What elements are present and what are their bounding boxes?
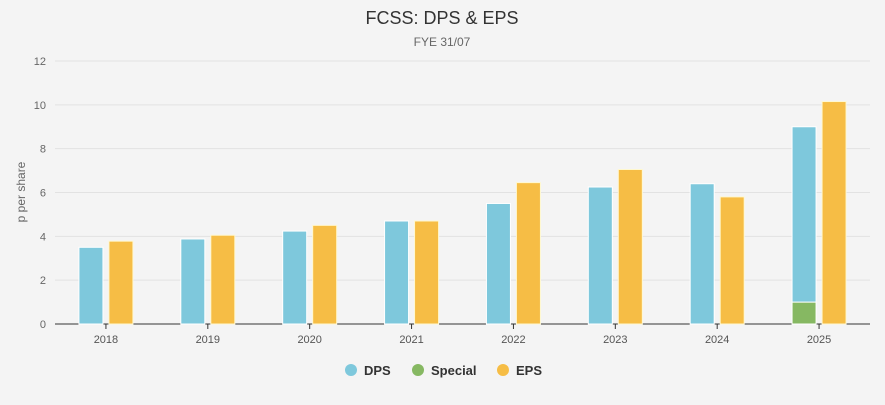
- x-tick-label: 2022: [501, 334, 525, 346]
- bar-dps: [180, 238, 206, 325]
- legend-label-special: Special: [431, 363, 477, 378]
- y-tick-label: 10: [34, 100, 46, 112]
- x-tick-label: 2020: [297, 334, 321, 346]
- bar-dps: [384, 220, 410, 325]
- y-tick-label: 8: [40, 144, 46, 156]
- y-tick-label: 12: [34, 56, 46, 68]
- x-tick-label: 2021: [399, 334, 423, 346]
- legend-marker-eps: [497, 364, 509, 376]
- x-tick-label: 2019: [196, 334, 220, 346]
- bar-dps: [689, 183, 715, 325]
- bar-eps: [414, 220, 440, 325]
- bar-dps: [485, 202, 511, 325]
- y-tick-label: 0: [40, 319, 46, 331]
- bar-eps: [821, 101, 847, 325]
- bar-eps: [210, 234, 236, 325]
- bar-dps: [791, 126, 817, 303]
- legend-label-dps: DPS: [364, 363, 391, 378]
- bar-eps: [108, 240, 134, 325]
- legend-marker-dps: [345, 364, 357, 376]
- y-tick-label: 6: [40, 188, 46, 200]
- x-tick-label: 2025: [807, 334, 831, 346]
- chart-subtitle: FYE 31/07: [414, 35, 471, 49]
- bar-eps: [617, 168, 643, 325]
- x-tick-label: 2018: [94, 334, 118, 346]
- bar-dps: [587, 186, 613, 325]
- bar-dps: [282, 230, 308, 325]
- bar-special: [791, 301, 817, 325]
- y-tick-label: 2: [40, 275, 46, 287]
- bar-dps: [78, 246, 104, 325]
- x-tick-label: 2024: [705, 334, 729, 346]
- legend-marker-special: [412, 364, 424, 376]
- y-axis-label: p per share: [14, 161, 28, 222]
- legend-label-eps: EPS: [516, 363, 542, 378]
- bar-eps: [312, 224, 338, 325]
- x-tick-label: 2023: [603, 334, 627, 346]
- bar-eps: [719, 196, 745, 325]
- bar-eps: [515, 182, 541, 325]
- chart-title: FCSS: DPS & EPS: [365, 8, 518, 28]
- y-tick-label: 4: [40, 231, 46, 243]
